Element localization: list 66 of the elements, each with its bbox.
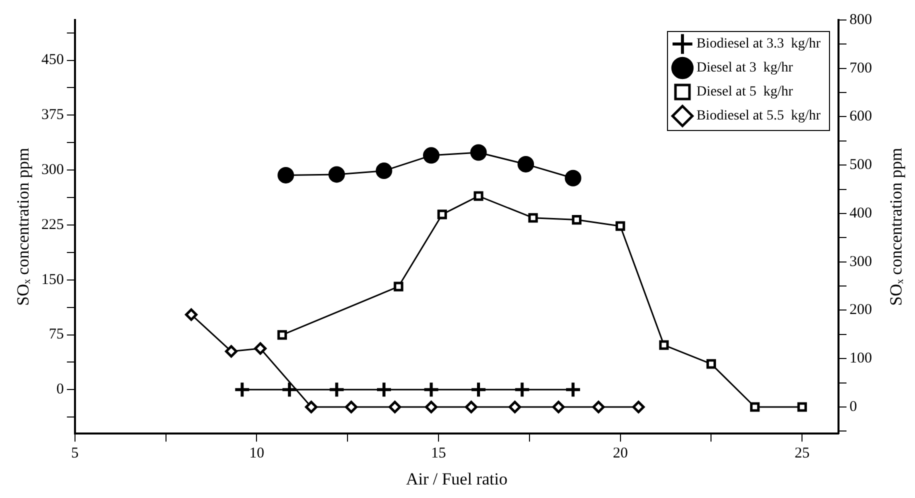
y-tick-label: 450	[41, 52, 64, 68]
point	[564, 170, 582, 186]
point	[234, 381, 251, 398]
point	[225, 345, 238, 358]
point	[394, 282, 404, 292]
legend-label: Biodiesel at 5.5 kg/hr	[696, 108, 821, 124]
y2-tick-label: 300	[850, 254, 872, 270]
y2-tick-label: 200	[850, 302, 872, 318]
point	[797, 402, 807, 412]
point	[437, 210, 447, 220]
point	[592, 400, 605, 414]
y2-tick-label: 600	[850, 108, 872, 125]
legend-label: Diesel at 5 kg/hr	[696, 84, 794, 100]
y-tick-label: 150	[41, 272, 64, 288]
y-tick-label: 375	[41, 107, 64, 124]
point	[277, 330, 287, 340]
x-tick-label: 15	[431, 446, 446, 462]
point	[518, 156, 534, 172]
y-axis-title: SOₓ concentration ppm	[14, 148, 33, 306]
point	[528, 213, 538, 223]
point	[564, 381, 582, 398]
point	[328, 381, 346, 398]
point	[345, 400, 358, 414]
point	[616, 221, 626, 231]
point	[474, 191, 484, 201]
point	[706, 359, 716, 369]
y2-axis-title: SOₓ concentration ppm	[886, 148, 906, 306]
x-tick-label: 5	[71, 446, 79, 462]
y2-tick-label: 400	[850, 205, 872, 222]
point	[328, 166, 345, 183]
point	[280, 381, 298, 398]
point	[470, 144, 487, 161]
point	[278, 166, 294, 184]
y2-tick-label: 0	[850, 398, 857, 415]
point	[659, 340, 669, 350]
y2-tick-label: 100	[850, 350, 872, 367]
point	[422, 147, 440, 164]
y2-tick-label: 500	[850, 157, 872, 174]
point	[254, 342, 267, 355]
y-tick-label: 300	[41, 162, 64, 178]
x-tick-label: 25	[794, 446, 810, 462]
point	[185, 308, 198, 321]
y-tick-label: 75	[48, 326, 64, 343]
y-tick-label: 225	[41, 216, 64, 233]
point	[552, 400, 565, 414]
y-tick-label: 0	[56, 382, 64, 398]
x-tick-label: 20	[612, 446, 628, 462]
point	[422, 381, 440, 398]
point	[305, 400, 318, 414]
legend-label: Diesel at 3 kg/hr	[696, 60, 794, 76]
y2-tick-label: 700	[850, 60, 872, 76]
point	[750, 402, 760, 412]
point	[470, 381, 488, 398]
point	[632, 400, 645, 414]
point	[514, 381, 531, 398]
point	[464, 400, 478, 414]
point	[376, 162, 392, 180]
point	[508, 400, 522, 414]
point	[388, 400, 402, 414]
point	[375, 381, 392, 398]
x-axis-title: Air / Fuel ratio	[406, 469, 508, 488]
point	[424, 400, 438, 414]
legend-label: Biodiesel at 3.3 kg/hr	[696, 36, 821, 52]
x-tick-label: 10	[249, 446, 264, 462]
point	[572, 215, 582, 225]
y2-tick-label: 800	[850, 12, 872, 28]
